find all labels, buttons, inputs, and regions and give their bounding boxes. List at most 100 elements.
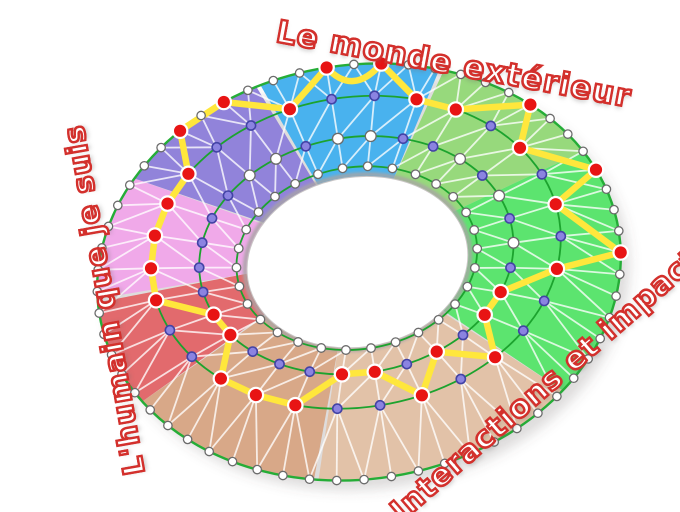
outer-node: [568, 373, 579, 384]
ring3-node: [476, 170, 488, 181]
inner-node: [410, 169, 421, 180]
outer-node: [252, 464, 263, 475]
outer-node: [99, 329, 109, 340]
inner-node: [253, 207, 264, 218]
outer-node: [117, 369, 127, 380]
outer-node: [465, 448, 475, 459]
ring3-node: [457, 329, 469, 341]
outer-node: [227, 456, 238, 467]
inner-node: [242, 298, 253, 309]
ring3-node: [197, 286, 209, 298]
outer-node: [93, 264, 104, 275]
ring2-node: [211, 141, 223, 153]
profile-node-red: [212, 370, 230, 387]
ring3-node: [331, 132, 344, 145]
outer-node: [455, 69, 466, 80]
ring3-node: [453, 152, 467, 165]
inner-node: [387, 163, 398, 174]
outer-node: [595, 333, 606, 344]
outer-node: [331, 475, 342, 486]
ring2-node: [331, 403, 343, 415]
inner-node: [472, 243, 483, 254]
inner-node: [461, 207, 472, 218]
profile-node-red: [476, 306, 493, 324]
outer-node: [204, 446, 215, 457]
outer-node: [243, 85, 253, 96]
inner-node: [450, 299, 461, 310]
outer-node: [583, 354, 594, 364]
inner-node: [469, 262, 480, 273]
ring2-node: [538, 295, 550, 307]
ring2-node: [536, 168, 548, 180]
outer-node: [611, 291, 621, 301]
profile-node-red: [286, 396, 304, 414]
ring3-node: [364, 130, 377, 143]
profile-node-red: [146, 227, 164, 244]
inner-node: [362, 161, 373, 172]
outer-node: [156, 142, 166, 153]
outer-node: [139, 160, 150, 171]
outer-node: [439, 458, 450, 469]
outer-node: [413, 466, 424, 476]
profile-node-red: [159, 195, 176, 212]
outer-node: [480, 77, 491, 88]
ring3-node: [196, 237, 208, 249]
inner-node: [469, 225, 480, 235]
ring3-node: [247, 346, 259, 357]
outer-node: [533, 408, 543, 419]
ring2-node: [369, 90, 380, 102]
outer-node: [163, 420, 173, 431]
ring2-node: [485, 120, 497, 132]
inner-node: [390, 337, 401, 348]
profile-node-red: [222, 326, 239, 344]
ring2-node: [245, 120, 257, 131]
inner-node: [448, 191, 459, 202]
ring2-node: [517, 325, 529, 337]
profile-node-red: [486, 348, 504, 366]
outer-node: [578, 146, 588, 157]
inner-node: [293, 337, 304, 347]
profile-node-red: [547, 195, 564, 213]
ring2-node: [326, 93, 337, 105]
profile-node-red: [447, 101, 465, 118]
profile-node-red: [142, 259, 160, 277]
inner-node: [431, 179, 442, 189]
outer-node: [268, 75, 279, 86]
outer-node: [613, 226, 624, 236]
ring2-node: [374, 399, 386, 411]
inner-node: [290, 178, 301, 189]
profile-node-red: [366, 363, 384, 381]
ring3-node: [397, 133, 409, 145]
outer-node: [359, 474, 369, 485]
outer-node: [349, 59, 359, 70]
inner-node: [233, 243, 244, 254]
profile-node-red: [522, 96, 539, 113]
outer-node: [304, 474, 315, 485]
outer-node: [552, 391, 562, 402]
outer-node: [112, 200, 123, 211]
inner-node: [313, 169, 323, 180]
outer-node: [130, 387, 140, 398]
ring3-node: [274, 358, 285, 370]
outer-node: [609, 204, 619, 215]
profile-node-red: [408, 91, 425, 108]
inner-node: [255, 314, 266, 325]
ring3-node: [269, 152, 283, 165]
profile-node-red: [180, 165, 197, 183]
profile-node-red: [413, 386, 431, 404]
profile-node-red: [333, 365, 351, 383]
outer-node: [503, 87, 514, 98]
ring2-node: [455, 373, 467, 385]
outer-node: [92, 286, 103, 297]
outer-node: [614, 269, 625, 280]
outer-node: [94, 308, 105, 318]
outer-node: [545, 113, 555, 124]
profile-node-red: [171, 122, 189, 140]
ring3-node: [222, 190, 234, 201]
ring3-node: [304, 366, 316, 378]
inner-node: [433, 314, 444, 325]
outer-node: [182, 434, 193, 445]
inner-node: [462, 281, 473, 292]
